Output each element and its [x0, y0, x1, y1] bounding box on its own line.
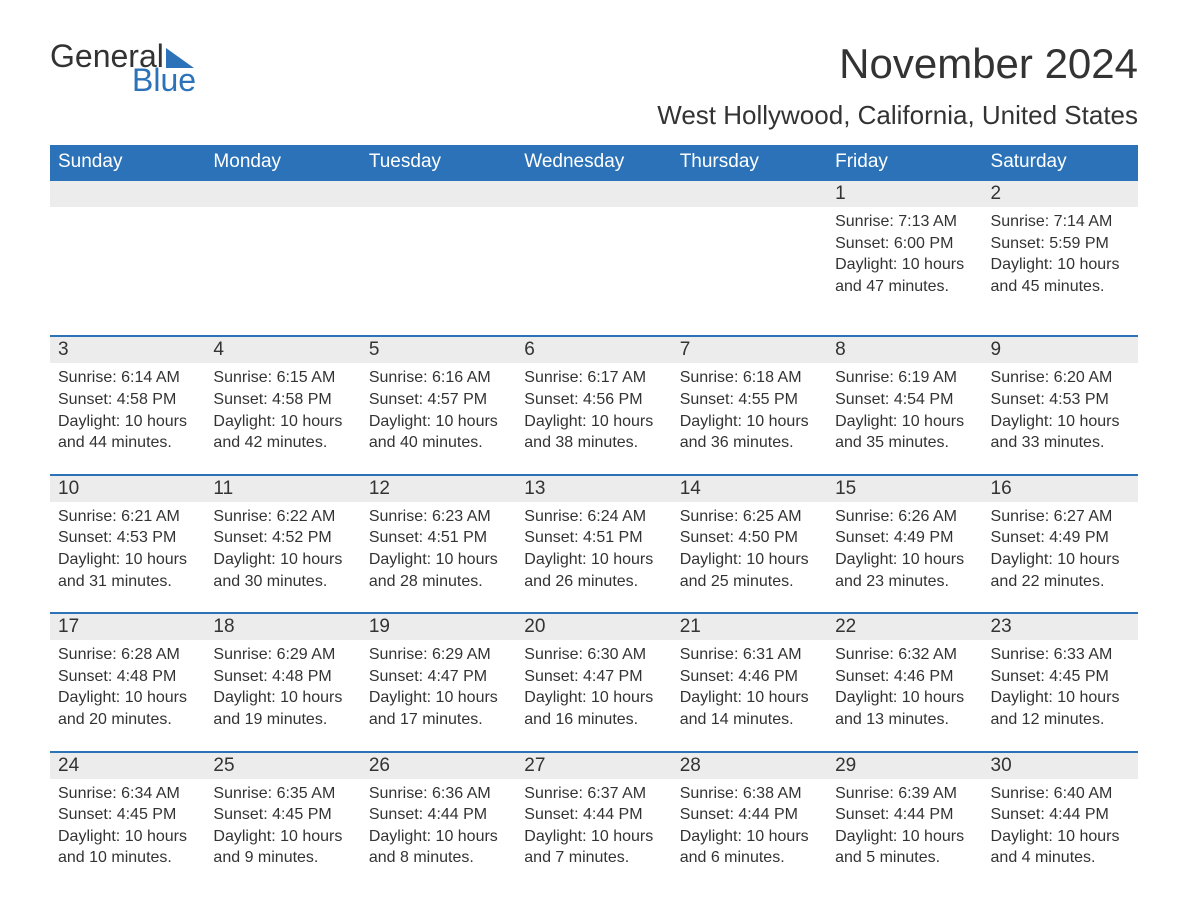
day-cell: Sunrise: 6:16 AM Sunset: 4:57 PM Dayligh…: [361, 363, 516, 474]
day-header: Sunday: [50, 145, 205, 180]
day-header: Friday: [827, 145, 982, 180]
day-number: 17: [50, 613, 205, 640]
day-number: [672, 180, 827, 207]
day-number: 8: [827, 336, 982, 363]
day-number: 14: [672, 475, 827, 502]
week-daynum-row: 12: [50, 180, 1138, 207]
day-number: 25: [205, 752, 360, 779]
day-number: 24: [50, 752, 205, 779]
day-cell: Sunrise: 6:38 AM Sunset: 4:44 PM Dayligh…: [672, 779, 827, 889]
day-header: Saturday: [983, 145, 1138, 180]
header: General Blue November 2024: [50, 40, 1138, 96]
day-cell: Sunrise: 6:27 AM Sunset: 4:49 PM Dayligh…: [983, 502, 1138, 613]
day-header-row: Sunday Monday Tuesday Wednesday Thursday…: [50, 145, 1138, 180]
day-cell: Sunrise: 6:17 AM Sunset: 4:56 PM Dayligh…: [516, 363, 671, 474]
day-cell: Sunrise: 6:21 AM Sunset: 4:53 PM Dayligh…: [50, 502, 205, 613]
calendar-table: Sunday Monday Tuesday Wednesday Thursday…: [50, 145, 1138, 889]
day-cell: Sunrise: 6:24 AM Sunset: 4:51 PM Dayligh…: [516, 502, 671, 613]
day-number: 27: [516, 752, 671, 779]
day-cell: Sunrise: 6:18 AM Sunset: 4:55 PM Dayligh…: [672, 363, 827, 474]
day-cell: Sunrise: 6:39 AM Sunset: 4:44 PM Dayligh…: [827, 779, 982, 889]
location-subtitle: West Hollywood, California, United State…: [50, 100, 1138, 131]
day-header: Thursday: [672, 145, 827, 180]
day-cell: Sunrise: 7:13 AM Sunset: 6:00 PM Dayligh…: [827, 207, 982, 336]
day-number: 21: [672, 613, 827, 640]
day-cell: [516, 207, 671, 336]
day-number: 26: [361, 752, 516, 779]
day-number: 18: [205, 613, 360, 640]
day-cell: [205, 207, 360, 336]
day-number: 19: [361, 613, 516, 640]
day-number: 16: [983, 475, 1138, 502]
day-number: 9: [983, 336, 1138, 363]
day-cell: Sunrise: 6:29 AM Sunset: 4:48 PM Dayligh…: [205, 640, 360, 751]
day-cell: Sunrise: 6:31 AM Sunset: 4:46 PM Dayligh…: [672, 640, 827, 751]
day-cell: Sunrise: 6:40 AM Sunset: 4:44 PM Dayligh…: [983, 779, 1138, 889]
day-cell: Sunrise: 6:26 AM Sunset: 4:49 PM Dayligh…: [827, 502, 982, 613]
day-number: 7: [672, 336, 827, 363]
day-cell: Sunrise: 6:15 AM Sunset: 4:58 PM Dayligh…: [205, 363, 360, 474]
week-content-row: Sunrise: 6:34 AM Sunset: 4:45 PM Dayligh…: [50, 779, 1138, 889]
day-number: 6: [516, 336, 671, 363]
day-number: 20: [516, 613, 671, 640]
day-number: 29: [827, 752, 982, 779]
day-number: 11: [205, 475, 360, 502]
day-number: 28: [672, 752, 827, 779]
day-cell: Sunrise: 6:28 AM Sunset: 4:48 PM Dayligh…: [50, 640, 205, 751]
day-number: 5: [361, 336, 516, 363]
week-daynum-row: 17181920212223: [50, 613, 1138, 640]
day-header: Monday: [205, 145, 360, 180]
day-number: 3: [50, 336, 205, 363]
day-cell: Sunrise: 6:29 AM Sunset: 4:47 PM Dayligh…: [361, 640, 516, 751]
week-content-row: Sunrise: 6:14 AM Sunset: 4:58 PM Dayligh…: [50, 363, 1138, 474]
day-cell: Sunrise: 6:37 AM Sunset: 4:44 PM Dayligh…: [516, 779, 671, 889]
week-content-row: Sunrise: 6:28 AM Sunset: 4:48 PM Dayligh…: [50, 640, 1138, 751]
day-cell: [672, 207, 827, 336]
day-cell: [50, 207, 205, 336]
day-number: 13: [516, 475, 671, 502]
day-cell: Sunrise: 6:25 AM Sunset: 4:50 PM Dayligh…: [672, 502, 827, 613]
day-cell: Sunrise: 6:36 AM Sunset: 4:44 PM Dayligh…: [361, 779, 516, 889]
page-title: November 2024: [839, 40, 1138, 88]
day-header: Tuesday: [361, 145, 516, 180]
day-number: [205, 180, 360, 207]
day-number: [50, 180, 205, 207]
logo-text-blue: Blue: [132, 64, 196, 96]
week-content-row: Sunrise: 7:13 AM Sunset: 6:00 PM Dayligh…: [50, 207, 1138, 336]
day-cell: Sunrise: 6:23 AM Sunset: 4:51 PM Dayligh…: [361, 502, 516, 613]
week-content-row: Sunrise: 6:21 AM Sunset: 4:53 PM Dayligh…: [50, 502, 1138, 613]
day-number: [361, 180, 516, 207]
day-cell: Sunrise: 6:20 AM Sunset: 4:53 PM Dayligh…: [983, 363, 1138, 474]
day-number: 4: [205, 336, 360, 363]
day-number: 23: [983, 613, 1138, 640]
day-number: 10: [50, 475, 205, 502]
day-number: 1: [827, 180, 982, 207]
day-number: 22: [827, 613, 982, 640]
day-cell: Sunrise: 6:33 AM Sunset: 4:45 PM Dayligh…: [983, 640, 1138, 751]
day-number: 12: [361, 475, 516, 502]
day-number: 2: [983, 180, 1138, 207]
day-number: 15: [827, 475, 982, 502]
day-cell: Sunrise: 6:30 AM Sunset: 4:47 PM Dayligh…: [516, 640, 671, 751]
week-daynum-row: 3456789: [50, 336, 1138, 363]
week-daynum-row: 24252627282930: [50, 752, 1138, 779]
day-header: Wednesday: [516, 145, 671, 180]
day-number: [516, 180, 671, 207]
day-cell: Sunrise: 6:35 AM Sunset: 4:45 PM Dayligh…: [205, 779, 360, 889]
day-cell: Sunrise: 7:14 AM Sunset: 5:59 PM Dayligh…: [983, 207, 1138, 336]
week-daynum-row: 10111213141516: [50, 475, 1138, 502]
day-cell: Sunrise: 6:22 AM Sunset: 4:52 PM Dayligh…: [205, 502, 360, 613]
day-cell: Sunrise: 6:14 AM Sunset: 4:58 PM Dayligh…: [50, 363, 205, 474]
day-cell: Sunrise: 6:19 AM Sunset: 4:54 PM Dayligh…: [827, 363, 982, 474]
day-cell: [361, 207, 516, 336]
day-number: 30: [983, 752, 1138, 779]
day-cell: Sunrise: 6:34 AM Sunset: 4:45 PM Dayligh…: [50, 779, 205, 889]
day-cell: Sunrise: 6:32 AM Sunset: 4:46 PM Dayligh…: [827, 640, 982, 751]
logo: General Blue: [50, 40, 196, 96]
